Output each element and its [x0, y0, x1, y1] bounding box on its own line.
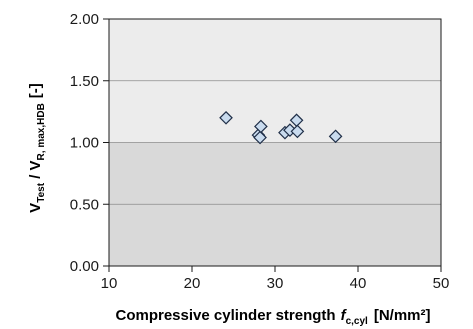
y-axis-ticks: 0.00 0.50 1.00 1.50 2.00: [70, 11, 109, 275]
data-point: [290, 124, 305, 139]
x-axis-ticks: 10 20 30 40 50: [101, 266, 450, 292]
x-axis-title: Compressive cylinder strength fc,cyl [N/mm…: [116, 307, 431, 327]
y-tick-label: 0.50: [70, 196, 99, 213]
y-tick-label: 1.00: [70, 135, 99, 152]
y-axis-sep: /: [27, 170, 44, 183]
x-tick-label: 20: [184, 275, 201, 292]
x-axis-unit: [N/mm²]: [374, 307, 431, 324]
y-tick-label: 0.00: [70, 258, 99, 275]
y-axis-sub1: Test: [36, 182, 47, 202]
y-tick-label: 2.00: [70, 11, 99, 28]
x-tick-label: 30: [267, 275, 284, 292]
data-point: [328, 129, 343, 144]
data-point: [253, 130, 267, 145]
x-axis-main: Compressive cylinder strength: [116, 307, 336, 324]
data-points: [219, 110, 343, 145]
data-point: [219, 110, 233, 125]
x-tick-label: 40: [350, 275, 367, 292]
data-point: [254, 119, 268, 134]
y-axis-unit: [-]: [27, 83, 44, 98]
y-axis-title: VTest / VR, max,HDB[-]: [27, 83, 47, 213]
y-axis-sub2: R, max,HDB: [36, 103, 47, 160]
gridlines: [109, 80, 441, 205]
x-tick-label: 10: [101, 275, 118, 292]
x-axis-symbol: f: [341, 307, 348, 324]
y-axis-v1: V: [27, 203, 44, 213]
x-axis-subscript: c,cyl: [346, 316, 368, 327]
y-tick-label: 1.50: [70, 73, 99, 90]
y-axis-v2: V: [27, 160, 44, 170]
x-tick-label: 50: [433, 275, 450, 292]
